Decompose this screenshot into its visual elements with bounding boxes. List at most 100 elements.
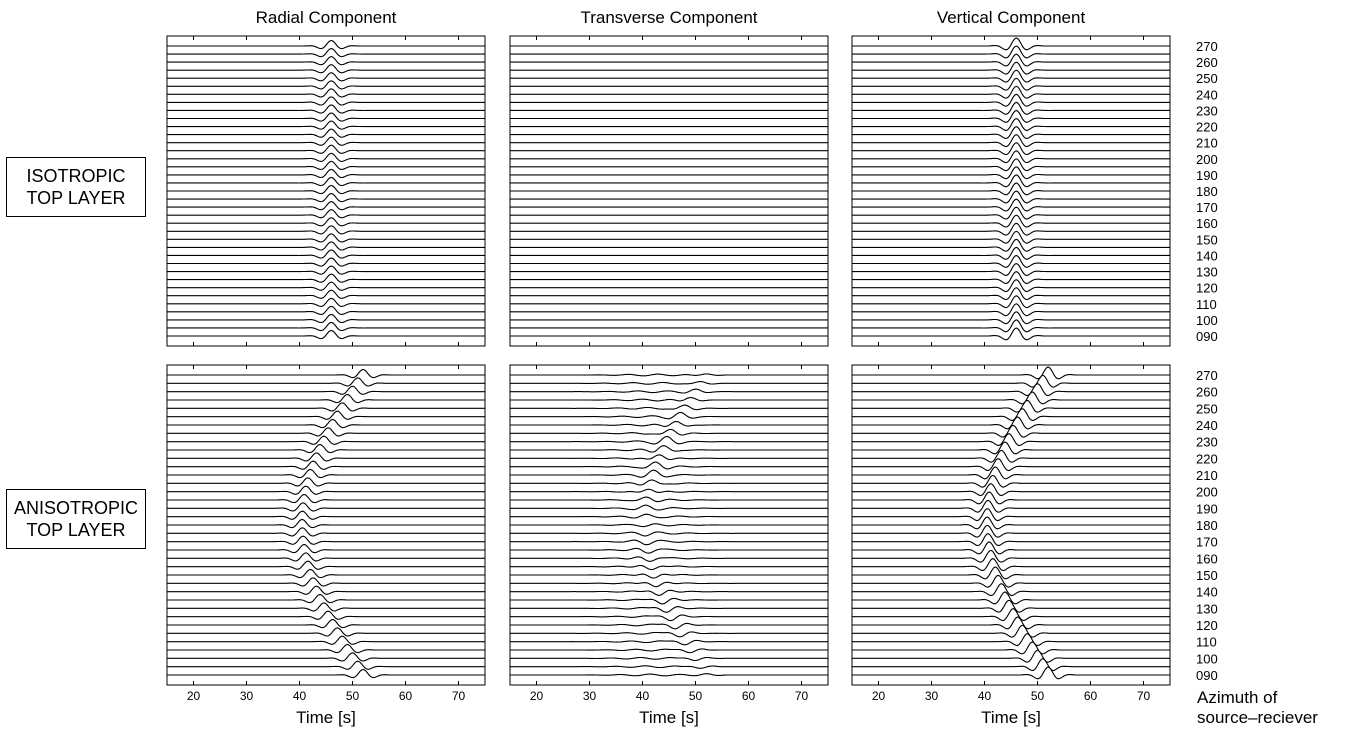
trace-az-105 [167, 643, 485, 654]
trace-az-190 [167, 502, 485, 512]
trace-az-95 [510, 665, 828, 669]
azimuth-labels-group: 0901001101201301401501601701801902002102… [1196, 39, 1218, 683]
trace-az-165 [167, 544, 485, 554]
trace-az-210 [167, 468, 485, 479]
trace-az-165 [167, 209, 485, 219]
trace-az-205 [510, 479, 828, 486]
azimuth-label: 180 [1196, 184, 1218, 199]
trace-az-115 [852, 624, 1170, 638]
azimuth-label: 260 [1196, 385, 1218, 400]
x-tick-label: 60 [1084, 689, 1098, 703]
trace-az-245 [167, 80, 485, 90]
trace-az-265 [852, 45, 1170, 59]
trace-az-130 [167, 265, 485, 275]
trace-az-185 [167, 176, 485, 187]
trace-az-130 [852, 599, 1170, 613]
x-tick-label: 60 [742, 689, 756, 703]
trace-az-125 [852, 270, 1170, 284]
x-tick-label: 40 [293, 689, 307, 703]
azimuth-label: 210 [1196, 468, 1218, 483]
trace-az-195 [167, 160, 485, 171]
trace-az-265 [167, 377, 485, 387]
trace-az-130 [167, 602, 485, 612]
column-title-radial: Radial Component [256, 8, 397, 27]
trace-az-250 [167, 72, 485, 82]
trace-az-220 [852, 118, 1170, 131]
panel-anisotropic-vertical: 20 30 40 50 60 70 [851, 364, 1171, 703]
trace-az-105 [852, 641, 1170, 655]
trace-az-235 [852, 93, 1170, 107]
trace-az-180 [167, 184, 485, 195]
x-tick-label: 20 [872, 689, 886, 703]
trace-az-210 [510, 469, 828, 478]
azimuth-label: 270 [1196, 368, 1218, 383]
azimuth-label: 260 [1196, 55, 1218, 70]
azimuth-label: 250 [1196, 71, 1218, 86]
trace-az-120 [852, 616, 1170, 630]
trace-az-195 [167, 494, 485, 504]
x-tick-label: 30 [925, 689, 939, 703]
trace-az-180 [852, 182, 1170, 196]
trace-az-90 [852, 666, 1170, 680]
trace-az-115 [852, 287, 1170, 301]
azimuth-label: 240 [1196, 87, 1218, 102]
trace-az-165 [852, 541, 1170, 555]
trace-az-150 [852, 230, 1170, 244]
trace-az-230 [167, 435, 485, 445]
trace-az-240 [167, 418, 485, 429]
trace-az-135 [852, 254, 1170, 268]
trace-az-250 [852, 69, 1170, 83]
trace-az-245 [167, 410, 485, 420]
azimuth-label: 140 [1196, 248, 1218, 263]
trace-az-240 [852, 85, 1170, 99]
trace-az-225 [167, 112, 485, 122]
trace-az-95 [852, 319, 1170, 333]
trace-az-235 [167, 96, 485, 106]
trace-az-210 [852, 466, 1170, 480]
x-axis-title-vertical: Time [s] [981, 708, 1041, 727]
azimuth-label: 200 [1196, 485, 1218, 500]
trace-az-180 [852, 516, 1170, 530]
azimuth-label: 230 [1196, 103, 1218, 118]
trace-az-155 [167, 225, 485, 235]
azimuth-label: 240 [1196, 418, 1218, 433]
trace-az-90 [510, 673, 828, 677]
trace-az-200 [510, 488, 828, 493]
azimuth-axis-title-line2: source–reciever [1197, 708, 1318, 727]
trace-az-90 [852, 327, 1170, 341]
x-tick-label: 20 [530, 689, 544, 703]
trace-az-170 [852, 198, 1170, 212]
x-tick-label: 70 [452, 689, 466, 703]
trace-az-180 [167, 518, 485, 529]
trace-az-200 [852, 150, 1170, 164]
trace-az-120 [167, 281, 485, 291]
trace-az-125 [852, 608, 1170, 622]
trace-az-215 [510, 461, 828, 470]
trace-az-135 [167, 257, 485, 267]
trace-az-230 [852, 101, 1170, 115]
panels-group: 20 30 40 50 60 70 20 30 40 50 60 70 20 30 40 50 60 70 [166, 35, 1171, 703]
row-label-anisotropic: ANISOTROPIC TOP LAYER [6, 489, 146, 549]
azimuth-label: 210 [1196, 136, 1218, 151]
x-tick-label: 70 [795, 689, 809, 703]
trace-az-200 [167, 485, 485, 495]
trace-az-215 [852, 125, 1170, 139]
trace-az-220 [510, 454, 828, 461]
panel-isotropic-vertical [851, 35, 1171, 347]
trace-az-270 [167, 39, 485, 50]
trace-az-150 [167, 568, 485, 579]
trace-az-115 [510, 631, 828, 638]
trace-az-195 [852, 491, 1170, 505]
trace-az-100 [167, 652, 485, 662]
trace-az-190 [852, 499, 1170, 513]
azimuth-label: 130 [1196, 265, 1218, 280]
azimuth-label: 100 [1196, 651, 1218, 666]
trace-az-240 [167, 88, 485, 98]
panel-isotropic-radial [166, 35, 486, 347]
trace-az-110 [167, 635, 485, 645]
trace-az-195 [852, 158, 1170, 172]
trace-az-270 [510, 373, 828, 377]
trace-az-260 [510, 388, 828, 394]
trace-az-175 [852, 524, 1170, 538]
trace-az-230 [510, 435, 828, 445]
